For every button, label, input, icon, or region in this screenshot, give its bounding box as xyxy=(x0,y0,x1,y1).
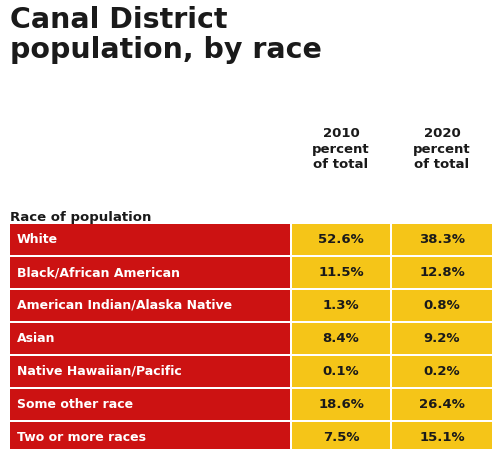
Text: Black/African American: Black/African American xyxy=(17,266,180,279)
Text: Race of population: Race of population xyxy=(10,211,152,224)
Text: 0.8%: 0.8% xyxy=(424,299,461,312)
Text: 7.5%: 7.5% xyxy=(323,431,359,444)
Text: 15.1%: 15.1% xyxy=(419,431,465,444)
Bar xyxy=(10,356,290,387)
Text: 52.6%: 52.6% xyxy=(318,233,364,246)
Text: 0.2%: 0.2% xyxy=(424,365,461,378)
Text: 2020
percent
of total: 2020 percent of total xyxy=(413,127,471,171)
Text: 12.8%: 12.8% xyxy=(419,266,465,279)
Bar xyxy=(10,224,290,255)
Text: 11.5%: 11.5% xyxy=(318,266,364,279)
Text: 1.3%: 1.3% xyxy=(322,299,360,312)
Bar xyxy=(392,224,492,255)
Bar xyxy=(392,323,492,354)
Text: Asian: Asian xyxy=(17,332,56,345)
Bar xyxy=(292,356,390,387)
Text: 38.3%: 38.3% xyxy=(419,233,465,246)
Bar xyxy=(10,422,290,449)
Bar xyxy=(392,257,492,288)
Bar xyxy=(10,290,290,321)
Bar xyxy=(292,389,390,420)
Bar xyxy=(10,323,290,354)
Text: 0.1%: 0.1% xyxy=(322,365,360,378)
Bar xyxy=(392,422,492,449)
Text: Canal District
population, by race: Canal District population, by race xyxy=(10,6,322,64)
Bar xyxy=(392,389,492,420)
Text: 18.6%: 18.6% xyxy=(318,398,364,411)
Bar xyxy=(292,224,390,255)
Text: American Indian/Alaska Native: American Indian/Alaska Native xyxy=(17,299,232,312)
Bar xyxy=(392,356,492,387)
Text: Two or more races: Two or more races xyxy=(17,431,146,444)
Bar xyxy=(292,323,390,354)
Text: Some other race: Some other race xyxy=(17,398,133,411)
Bar xyxy=(10,257,290,288)
Bar xyxy=(392,290,492,321)
Bar xyxy=(10,389,290,420)
Text: White: White xyxy=(17,233,58,246)
Text: 9.2%: 9.2% xyxy=(424,332,460,345)
Text: 2010
percent
of total: 2010 percent of total xyxy=(312,127,370,171)
Text: Native Hawaiian/Pacific: Native Hawaiian/Pacific xyxy=(17,365,182,378)
Bar xyxy=(292,422,390,449)
Bar xyxy=(292,290,390,321)
Bar xyxy=(292,257,390,288)
Text: 8.4%: 8.4% xyxy=(322,332,360,345)
Text: 26.4%: 26.4% xyxy=(419,398,465,411)
